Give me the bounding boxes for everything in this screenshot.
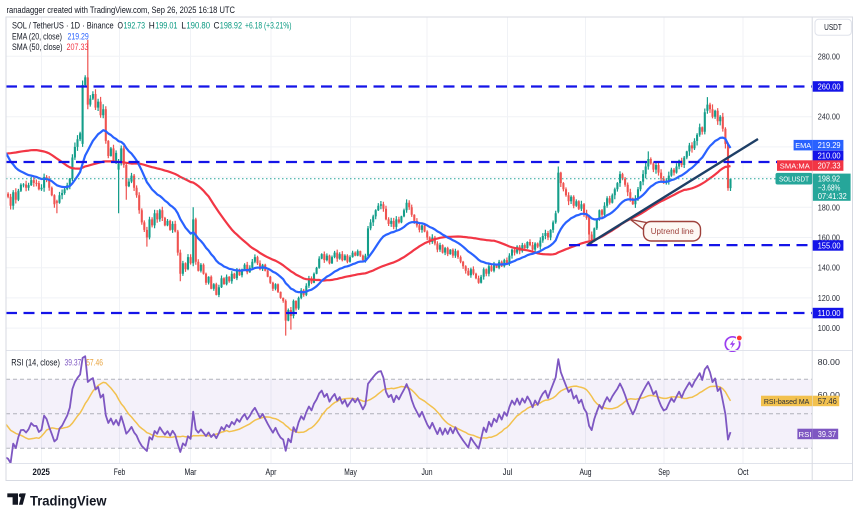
svg-text:USDT: USDT [824, 23, 842, 32]
svg-text:80.00: 80.00 [818, 358, 841, 367]
svg-text:C: C [214, 20, 220, 30]
svg-text:Oct: Oct [738, 467, 749, 478]
svg-text:140.00: 140.00 [818, 264, 841, 273]
svg-text:Feb: Feb [114, 467, 125, 478]
svg-text:2025: 2025 [33, 467, 51, 478]
svg-text:Aug: Aug [580, 467, 592, 478]
svg-text:H: H [149, 20, 155, 30]
svg-text:110.00: 110.00 [818, 309, 842, 318]
svg-text:RSI (14, close): RSI (14, close) [11, 357, 60, 367]
svg-text:155.00: 155.00 [818, 241, 842, 250]
svg-text:EMA: EMA [795, 141, 811, 150]
svg-text:198.92: 198.92 [818, 174, 841, 183]
svg-text:219.29: 219.29 [68, 32, 89, 42]
svg-text:210.00: 210.00 [818, 152, 842, 161]
svg-text:280.00: 280.00 [818, 52, 841, 61]
svg-text:Jun: Jun [422, 467, 433, 478]
svg-text:219.29: 219.29 [818, 141, 842, 150]
svg-text:160.00: 160.00 [818, 234, 841, 243]
svg-text:180.00: 180.00 [818, 203, 841, 212]
svg-text:SOL / TetherUS · 1D · Binance: SOL / TetherUS · 1D · Binance [12, 20, 114, 30]
svg-text:−3.68%: −3.68% [818, 183, 841, 192]
svg-text:60.00: 60.00 [818, 391, 841, 400]
svg-text:RSI-based MA: RSI-based MA [764, 397, 810, 406]
svg-text:207.33: 207.33 [818, 162, 842, 171]
svg-text:Sep: Sep [658, 467, 670, 478]
svg-text:SMA:MA: SMA:MA [780, 163, 810, 170]
svg-text:39.37: 39.37 [818, 430, 837, 439]
svg-text:198.92: 198.92 [220, 20, 242, 30]
svg-text:+6.18 (+3.21%): +6.18 (+3.21%) [245, 20, 292, 30]
svg-text:L: L [181, 20, 186, 30]
svg-text:57.46: 57.46 [86, 357, 103, 367]
svg-text:207.33: 207.33 [67, 42, 89, 52]
svg-text:ranadagger created with Tradin: ranadagger created with TradingView.com,… [7, 5, 236, 15]
svg-text:Mar: Mar [185, 467, 197, 478]
svg-text:Jul: Jul [503, 467, 513, 478]
svg-text:120.00: 120.00 [818, 294, 841, 303]
svg-text:May: May [344, 467, 357, 478]
svg-text:240.00: 240.00 [818, 113, 841, 122]
svg-text:Uptrend line: Uptrend line [651, 227, 695, 236]
svg-text:192.73: 192.73 [124, 20, 146, 30]
svg-text:199.01: 199.01 [155, 20, 177, 30]
svg-text:57.46: 57.46 [818, 397, 838, 406]
svg-text:TradingView: TradingView [30, 493, 107, 508]
svg-text:SMA (50, close): SMA (50, close) [12, 42, 63, 52]
svg-text:Apr: Apr [266, 467, 277, 478]
svg-text:SOLUSDT: SOLUSDT [779, 177, 810, 184]
svg-text:100.00: 100.00 [818, 324, 841, 333]
svg-text:260.00: 260.00 [818, 82, 842, 91]
svg-text:RSI: RSI [799, 430, 812, 439]
svg-text:O: O [118, 20, 124, 30]
svg-text:190.80: 190.80 [186, 20, 210, 30]
svg-text:07:41:32: 07:41:32 [818, 192, 847, 201]
svg-text:39.37: 39.37 [65, 357, 82, 367]
svg-text:EMA (20, close): EMA (20, close) [12, 32, 62, 42]
